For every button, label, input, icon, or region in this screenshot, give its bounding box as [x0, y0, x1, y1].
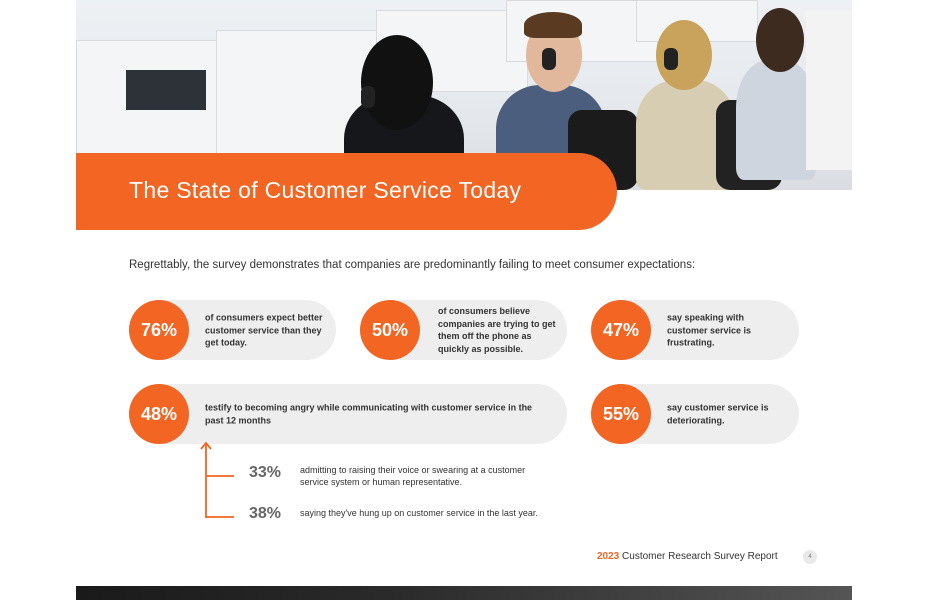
stat-card: 50% of consumers believe companies are t…: [360, 300, 567, 360]
person-head: [361, 35, 433, 130]
page-title: The State of Customer Service Today: [129, 177, 522, 203]
page-number: 4: [803, 550, 817, 564]
header-photo: [76, 0, 852, 190]
sub-stat-description: admitting to raising their voice or swea…: [300, 465, 526, 487]
sub-stat-percent: 33%: [249, 464, 282, 481]
stat-description: say customer service is deteriorating.: [667, 402, 769, 426]
monitor: [126, 70, 206, 110]
hair: [524, 12, 582, 38]
headset-icon: [542, 48, 556, 70]
person: [806, 10, 852, 170]
stat-card: 76% of consumers expect better customer …: [129, 300, 336, 360]
footer-label: Customer Research Survey Report: [622, 551, 778, 562]
sub-stat-description: saying they've hung up on customer servi…: [300, 508, 538, 518]
stat-percent: 76%: [129, 300, 189, 360]
title-banner: The State of Customer Service Today: [76, 153, 617, 230]
stat-description: of consumers believe companies are tryin…: [438, 306, 556, 354]
footer: 2023 Customer Research Survey Report: [597, 551, 778, 562]
headset-icon: [664, 48, 678, 70]
stat-description: say speaking with customer service is fr…: [667, 312, 752, 348]
connector-bracket: [200, 441, 234, 518]
sub-stat-percent: 38%: [249, 505, 282, 522]
stat-percent: 50%: [360, 300, 420, 360]
person: [736, 60, 816, 180]
bottom-image-strip: [76, 586, 852, 600]
stat-card: 47% say speaking with customer service i…: [591, 300, 799, 360]
footer-year: 2023: [597, 551, 620, 562]
stat-description: testify to becoming angry while communic…: [205, 402, 533, 426]
person-head: [756, 8, 804, 72]
intro-text: Regrettably, the survey demonstrates tha…: [129, 259, 696, 271]
stat-card: 48% testify to becoming angry while comm…: [129, 384, 567, 444]
stat-description: of consumers expect better customer serv…: [205, 312, 323, 348]
headset-icon: [361, 86, 375, 108]
stat-percent: 47%: [591, 300, 651, 360]
stat-card: 55% say customer service is deterioratin…: [591, 384, 799, 444]
stat-percent: 55%: [591, 384, 651, 444]
stat-percent: 48%: [129, 384, 189, 444]
